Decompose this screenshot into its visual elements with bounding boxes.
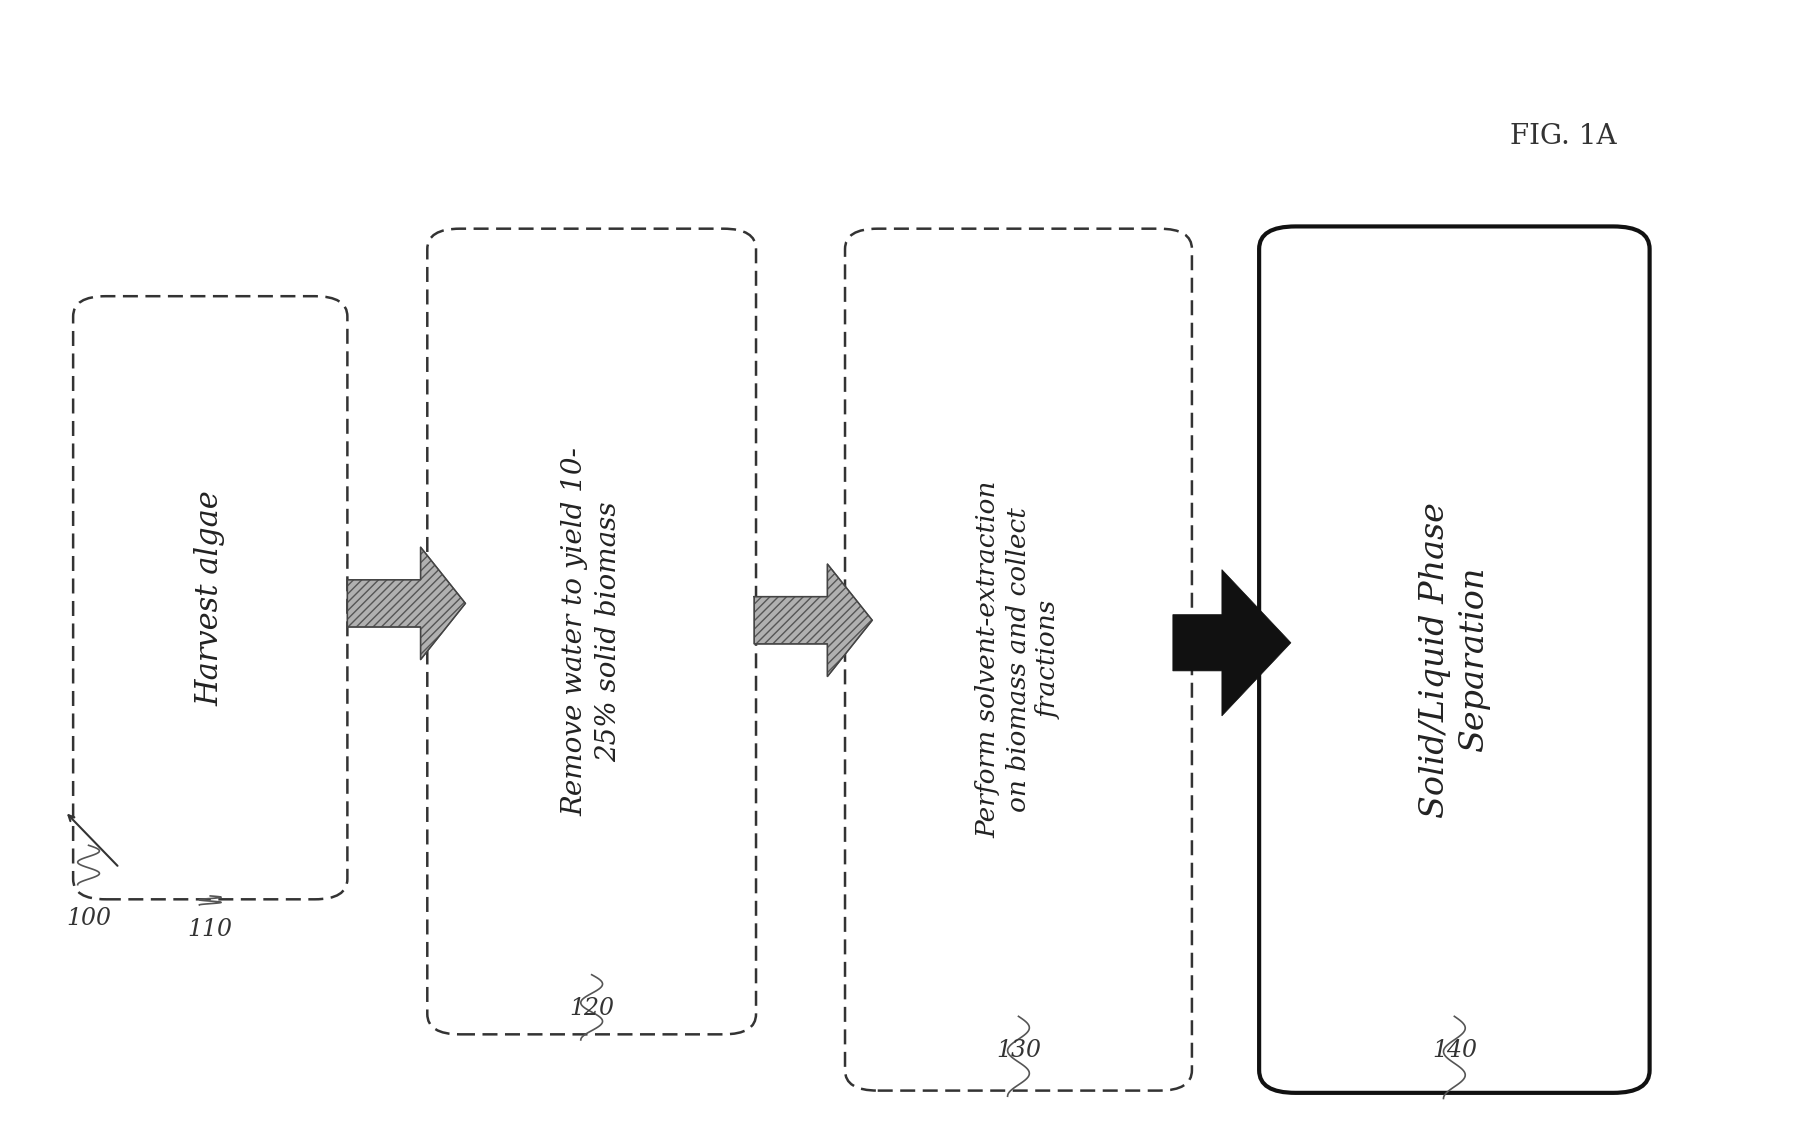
Text: FIG. 1A: FIG. 1A	[1510, 123, 1617, 150]
Polygon shape	[347, 547, 466, 660]
FancyBboxPatch shape	[846, 229, 1191, 1091]
FancyBboxPatch shape	[73, 297, 347, 899]
Text: 100: 100	[65, 907, 111, 929]
Text: Perform solvent-extraction
on biomass and collect
fractions: Perform solvent-extraction on biomass an…	[975, 481, 1062, 838]
Text: Remove water to yield 10-
25% solid biomass: Remove water to yield 10- 25% solid biom…	[562, 447, 622, 816]
Polygon shape	[755, 564, 873, 677]
Text: Solid/Liquid Phase
Separation: Solid/Liquid Phase Separation	[1419, 502, 1490, 818]
Text: 130: 130	[997, 1039, 1040, 1061]
Polygon shape	[1173, 570, 1291, 716]
Text: 110: 110	[187, 918, 233, 941]
FancyBboxPatch shape	[427, 229, 757, 1034]
Text: 140: 140	[1432, 1039, 1477, 1061]
Text: Harvest algae: Harvest algae	[195, 490, 226, 706]
FancyBboxPatch shape	[1259, 227, 1650, 1093]
Text: 120: 120	[569, 997, 615, 1020]
